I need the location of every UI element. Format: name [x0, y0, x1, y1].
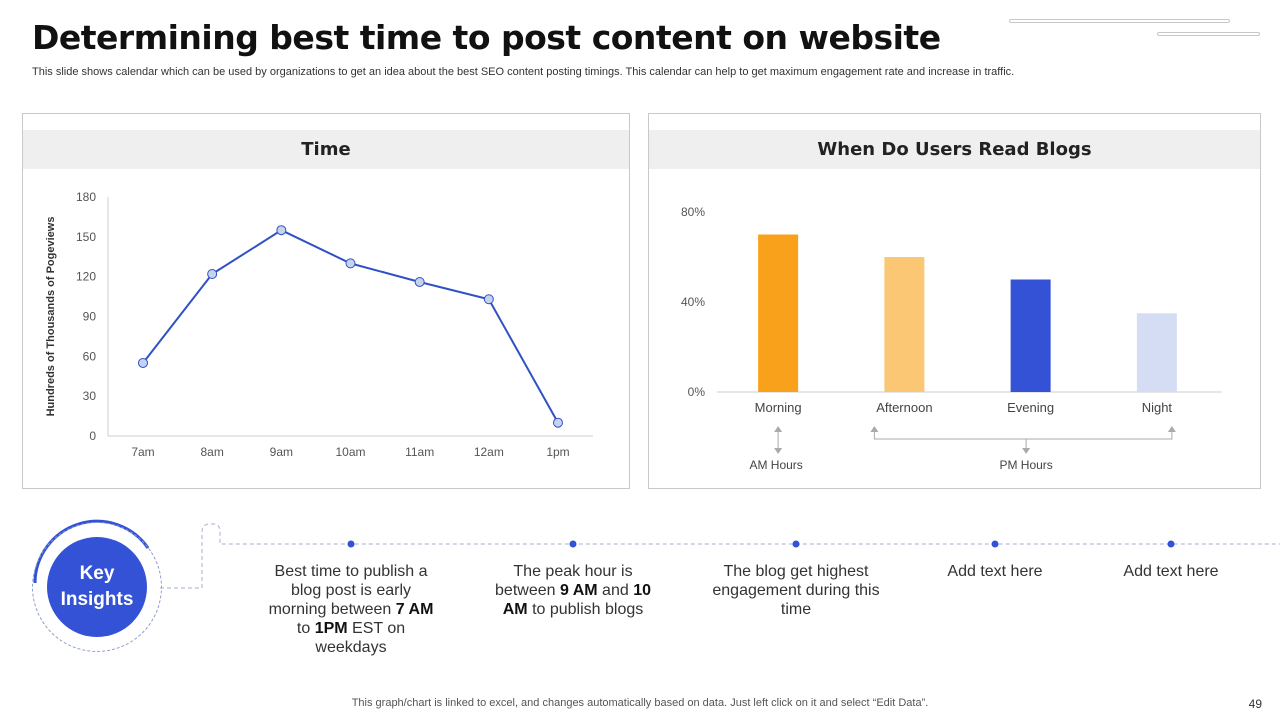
timeline-dot — [347, 540, 355, 548]
x-tick-label: 12am — [474, 445, 504, 459]
y-axis-label: Hundreds of Thousands of Pogeviews — [45, 217, 57, 417]
x-tick-label: 7am — [131, 445, 154, 459]
x-tick-label: 11am — [405, 445, 434, 459]
x-tick-label: 9am — [270, 445, 293, 459]
data-point — [553, 417, 563, 428]
blog-readers-chart-panel: When Do Users Read Blogs 0% 40% 80% Morning… — [648, 113, 1261, 489]
bar-afternoon — [884, 257, 925, 392]
key-insights-badge: Key Insights — [47, 537, 147, 637]
x-tick-label: Evening — [1007, 400, 1054, 415]
up-arrow-icon — [774, 426, 783, 432]
y-tick-label: 80% — [681, 205, 705, 219]
x-tick-label: Morning — [755, 400, 802, 415]
x-tick-label: 10am — [335, 445, 365, 459]
decorative-line-bottom — [1157, 32, 1260, 36]
timeline-dot — [1167, 540, 1175, 548]
footer-note: This graph/chart is linked to excel, and… — [351, 697, 929, 709]
key-insights-label-line2: Insights — [60, 589, 134, 610]
insight-text-1: Best time to publish a blog post is earl… — [268, 563, 434, 656]
x-tick-label: 8am — [200, 445, 223, 459]
data-point — [276, 225, 287, 236]
timeline-dot — [569, 540, 577, 548]
y-tick-label: 90 — [83, 310, 97, 324]
down-arrow-icon — [1022, 448, 1031, 454]
blog-readers-bar-chart: 0% 40% 80% Morning Afternoon Evening Night AM H… — [681, 205, 1222, 472]
time-chart-panel: Time 0 30 60 90 120 150 180 7am 8am 9am 10am 11am 12… — [22, 113, 630, 489]
bar-night — [1136, 313, 1177, 392]
page-title: Determining best time to post content on… — [32, 18, 941, 57]
x-tick-label: Night — [1142, 400, 1173, 415]
data-point — [483, 294, 494, 305]
page-subtitle: This slide shows calendar which can be u… — [32, 66, 1015, 78]
down-arrow-icon — [774, 448, 783, 454]
y-tick-label: 0 — [89, 429, 96, 443]
data-point — [138, 357, 148, 368]
insight-text-4: Add text here — [947, 563, 1043, 580]
y-tick-label: 40% — [681, 295, 705, 309]
blog-readers-chart-title: When Do Users Read Blogs — [649, 130, 1260, 169]
bar-morning — [758, 234, 799, 392]
time-chart-title: Time — [23, 130, 629, 169]
timeline-dot — [792, 540, 800, 548]
data-point — [207, 269, 218, 280]
key-insights-ring — [32, 522, 162, 652]
y-tick-label: 0% — [688, 385, 706, 399]
y-tick-label: 30 — [83, 389, 97, 403]
pm-hours-label: PM Hours — [999, 458, 1052, 472]
y-tick-label: 60 — [83, 349, 97, 363]
key-insights-label-line1: Key — [79, 563, 115, 584]
bar-evening — [1010, 279, 1051, 392]
time-line-chart: 0 30 60 90 120 150 180 7am 8am 9am 10am 11am 12am 1pm… — [45, 190, 593, 459]
up-arrow-icon — [1167, 426, 1176, 432]
timeline-dot — [991, 540, 999, 548]
data-point — [414, 276, 425, 287]
insight-text-2: The peak hour is between 9 AM and 10 AM … — [495, 563, 651, 618]
decorative-line-top — [1009, 19, 1230, 23]
x-tick-label: 1pm — [546, 445, 569, 459]
pm-bracket-line — [873, 430, 1173, 440]
x-tick-label: Afternoon — [876, 400, 932, 415]
page-number: 49 — [1248, 697, 1262, 711]
insight-text-5: Add text here — [1123, 563, 1219, 580]
am-hours-label: AM Hours — [749, 458, 802, 472]
y-tick-label: 120 — [76, 270, 96, 284]
up-arrow-icon — [870, 426, 879, 432]
data-point — [345, 258, 356, 269]
y-tick-label: 150 — [76, 230, 96, 244]
y-tick-label: 180 — [76, 190, 96, 204]
insight-text-3: The blog get highest engagement during t… — [712, 563, 880, 618]
